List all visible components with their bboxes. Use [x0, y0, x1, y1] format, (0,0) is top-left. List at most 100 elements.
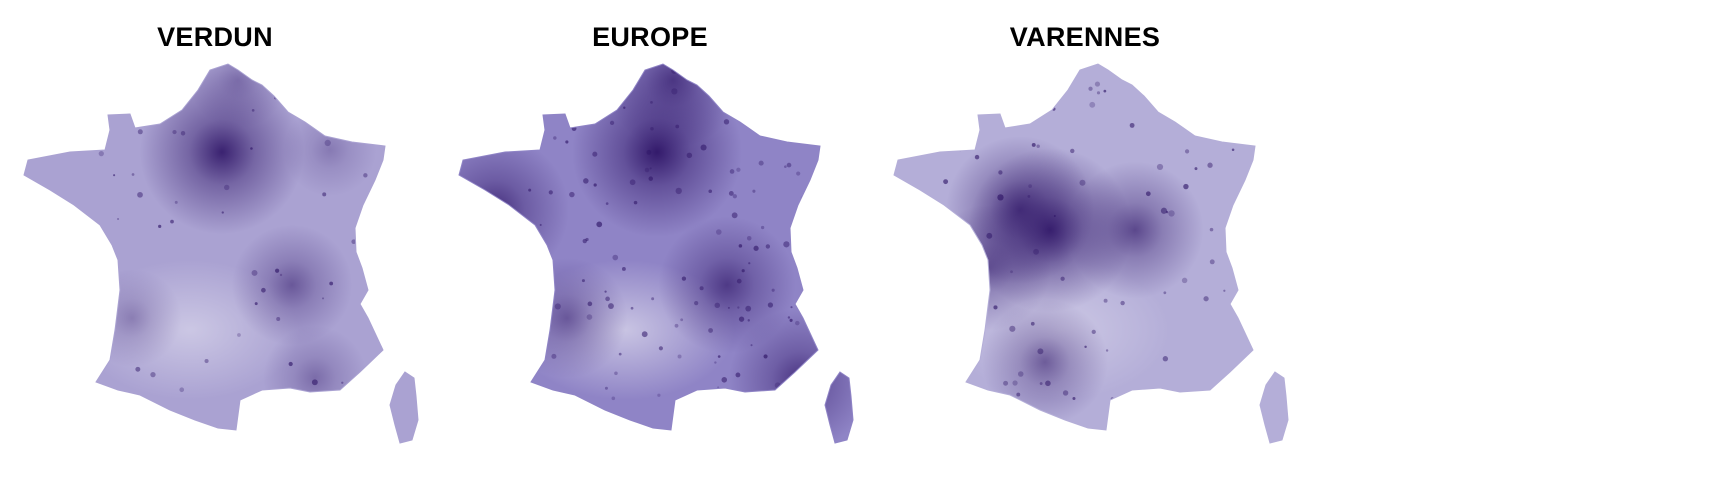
town-dot: [1094, 81, 1101, 87]
town-dot: [51, 123, 54, 126]
town-dot: [747, 319, 750, 322]
town-dot: [1175, 96, 1181, 102]
town-dot: [1084, 345, 1087, 349]
town-dot: [753, 245, 759, 251]
town-dot: [1039, 105, 1046, 111]
town-dot: [538, 314, 542, 318]
map-panel-varennes: VARENNES: [870, 0, 1300, 480]
town-dot: [351, 239, 357, 245]
town-dot: [477, 250, 480, 254]
town-dot: [741, 269, 745, 273]
town-dot: [700, 144, 707, 151]
town-dot: [48, 366, 52, 370]
town-dot: [997, 194, 1004, 201]
town-dot: [699, 286, 704, 291]
town-dot: [686, 152, 693, 159]
town-dot: [1207, 162, 1213, 168]
town-dot: [371, 255, 375, 259]
town-dot: [179, 387, 185, 393]
town-dot: [746, 235, 752, 241]
town-dot: [714, 302, 721, 309]
town-dot: [1209, 227, 1214, 232]
town-dot: [681, 276, 687, 281]
density-hotspot: [263, 326, 367, 430]
town-dot: [117, 217, 120, 221]
town-dot: [174, 200, 178, 204]
town-dot: [224, 184, 230, 191]
town-dot: [974, 75, 980, 81]
town-dot: [158, 88, 163, 93]
town-dot: [61, 356, 67, 362]
town-dot: [529, 109, 533, 113]
town-dot: [623, 106, 626, 109]
town-dot: [254, 302, 258, 306]
town-dot: [758, 160, 764, 166]
town-dot: [962, 278, 968, 284]
town-dot: [750, 344, 753, 347]
town-dot: [251, 108, 255, 112]
town-dot: [135, 366, 141, 372]
town-dot: [100, 303, 104, 307]
town-dot: [1016, 392, 1021, 397]
town-dot: [784, 165, 787, 169]
density-hotspot: [982, 299, 1108, 425]
town-dot: [967, 117, 972, 122]
town-dot: [1145, 191, 1151, 197]
town-dot: [474, 367, 478, 371]
town-dot: [745, 305, 752, 312]
town-dot: [551, 353, 557, 359]
town-dot: [329, 281, 334, 286]
town-dot: [727, 306, 730, 309]
density-hotspot: [658, 216, 796, 354]
town-dot: [1120, 300, 1125, 306]
town-dot: [732, 194, 737, 199]
town-dot: [796, 171, 801, 176]
town-dot: [786, 162, 792, 168]
town-dot: [526, 241, 530, 245]
town-dot: [648, 176, 653, 181]
town-dot: [919, 407, 924, 412]
town-dot: [1091, 329, 1096, 335]
town-dot: [1062, 390, 1069, 396]
town-dot: [1039, 382, 1043, 385]
density-layer: [459, 64, 853, 443]
town-dot: [783, 241, 790, 248]
town-dot: [717, 355, 721, 358]
town-dot: [728, 191, 734, 196]
town-dot: [738, 244, 743, 248]
town-dot: [489, 389, 494, 395]
density-hotspot: [82, 268, 182, 368]
town-dot: [924, 204, 928, 208]
town-dot: [288, 361, 293, 367]
town-dot: [250, 147, 253, 150]
town-dot: [251, 269, 258, 276]
town-dot: [275, 268, 280, 273]
town-dot: [1162, 356, 1169, 362]
town-dot: [927, 203, 930, 206]
town-dot: [307, 100, 312, 105]
town-dot: [731, 212, 738, 219]
town-dot: [611, 396, 616, 401]
town-dot: [916, 110, 920, 114]
france-outline: [23, 63, 386, 431]
town-dot: [986, 232, 993, 239]
town-dot: [748, 262, 751, 265]
town-dot: [1060, 276, 1065, 281]
town-dot: [651, 297, 655, 301]
france-map: [458, 63, 854, 444]
town-dot: [127, 397, 134, 404]
town-dot: [137, 191, 143, 198]
town-dot: [327, 86, 331, 91]
town-dot: [1003, 380, 1009, 386]
town-dot: [322, 192, 327, 197]
town-dot: [113, 174, 116, 177]
town-dot: [279, 273, 283, 277]
town-dot: [583, 178, 589, 184]
town-dot: [1028, 184, 1032, 188]
town-dot: [516, 227, 522, 233]
map-panel-europe: EUROPE: [435, 0, 865, 480]
town-dot: [675, 187, 682, 195]
town-dot: [760, 91, 767, 98]
town-dot: [587, 301, 593, 307]
town-dot: [1045, 380, 1051, 387]
